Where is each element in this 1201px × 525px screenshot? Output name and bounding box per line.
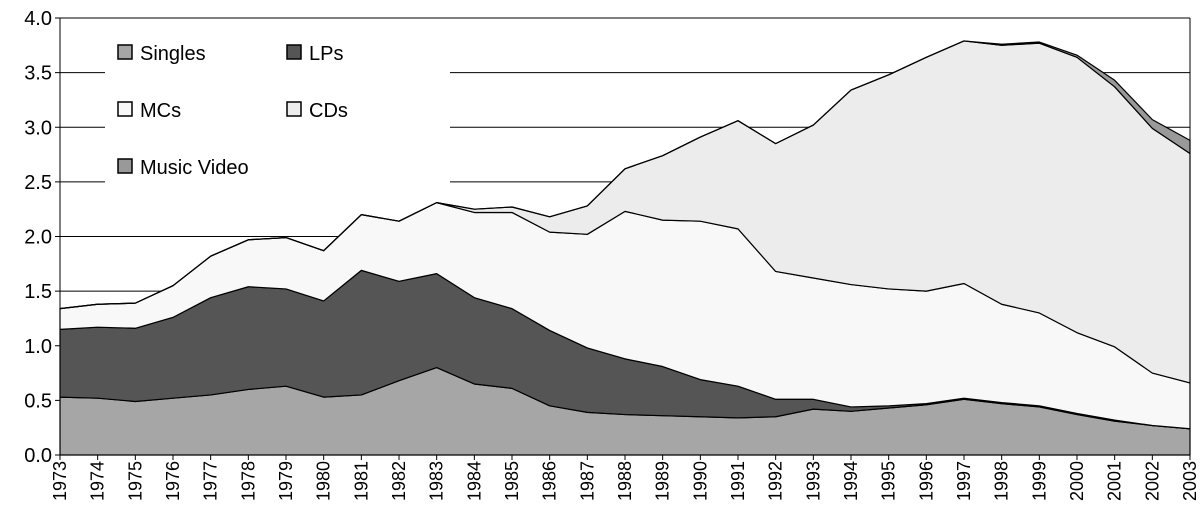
legend-box <box>105 28 450 188</box>
x-tick-label: 1979 <box>276 461 296 501</box>
x-tick-label: 1981 <box>351 461 371 501</box>
x-tick-label: 1976 <box>163 461 183 501</box>
x-tick-label: 1975 <box>125 461 145 501</box>
y-tick-label: 0.0 <box>24 445 52 467</box>
y-tick-label: 4.0 <box>24 8 52 30</box>
x-tick-label: 2000 <box>1067 461 1087 501</box>
legend-label: MCs <box>140 100 181 122</box>
axes: 0.0 0.5 1.0 1.5 2.0 2.5 3.0 3.5 4.0 1973 1974 1975 1… <box>24 8 1200 501</box>
x-tick-label: 1974 <box>88 461 108 501</box>
y-tick-label: 0.5 <box>24 390 52 412</box>
x-tick-label: 1978 <box>238 461 258 501</box>
legend-label: CDs <box>309 100 348 122</box>
x-tick-label: 2003 <box>1180 461 1200 501</box>
x-tick-label: 1997 <box>954 461 974 501</box>
legend: Singles LPs MCs CDs Music Video <box>105 28 450 188</box>
x-tick-label: 2002 <box>1142 461 1162 501</box>
legend-label: Music Video <box>140 157 249 179</box>
y-tick-label: 2.5 <box>24 172 52 194</box>
x-tick-label: 1980 <box>314 461 334 501</box>
y-tick-label: 3.5 <box>24 63 52 85</box>
x-tick-label: 1977 <box>201 461 221 501</box>
y-tick-label: 2.0 <box>24 227 52 249</box>
x-tick-label: 1999 <box>1029 461 1049 501</box>
x-tick-label: 1973 <box>50 461 70 501</box>
x-tick-label: 1992 <box>766 461 786 501</box>
x-tick-label: 1994 <box>841 461 861 501</box>
y-tick-label: 3.0 <box>24 117 52 139</box>
x-tick-label: 1987 <box>577 461 597 501</box>
x-tick-label: 1986 <box>540 461 560 501</box>
legend-swatch <box>286 44 302 60</box>
x-tick-label: 1983 <box>427 461 447 501</box>
x-tick-label: 1988 <box>615 461 635 501</box>
x-tick-label: 1995 <box>879 461 899 501</box>
x-tick-label: 1996 <box>916 461 936 501</box>
legend-swatch <box>117 158 133 174</box>
x-tick-label: 1991 <box>728 461 748 501</box>
y-tick-label: 1.0 <box>24 336 52 358</box>
legend-swatch <box>117 101 133 117</box>
x-tick-label: 2001 <box>1105 461 1125 501</box>
x-tick-label: 1989 <box>653 461 673 501</box>
x-tick-label: 1984 <box>464 461 484 501</box>
legend-label: Singles <box>140 43 206 65</box>
x-tick-label: 1990 <box>690 461 710 501</box>
legend-swatch <box>117 44 133 60</box>
legend-swatch <box>286 101 302 117</box>
x-tick-label: 1985 <box>502 461 522 501</box>
y-tick-label: 1.5 <box>24 281 52 303</box>
x-tick-label: 1998 <box>992 461 1012 501</box>
x-tick-label: 1982 <box>389 461 409 501</box>
legend-label: LPs <box>309 43 343 65</box>
x-tick-label: 1993 <box>803 461 823 501</box>
